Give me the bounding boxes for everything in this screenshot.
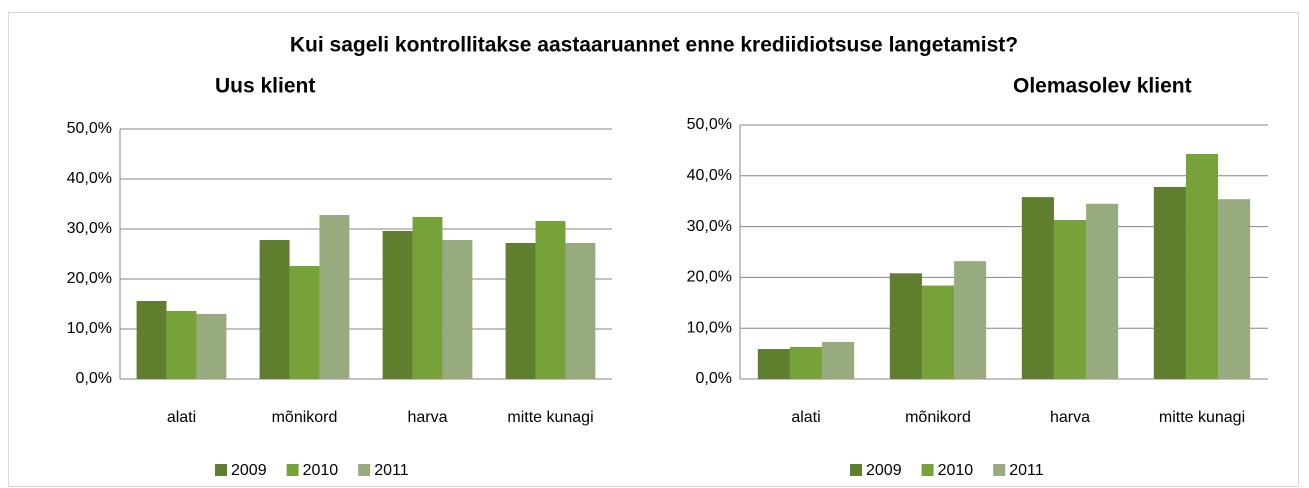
bar bbox=[1086, 203, 1119, 379]
x-tick-label: harva bbox=[1050, 409, 1090, 426]
legend-swatch bbox=[921, 464, 934, 476]
x-tick-label: mõnikord bbox=[272, 409, 338, 426]
x-tick-label: mitte kunagi bbox=[1159, 409, 1245, 426]
y-tick-label: 10,0% bbox=[67, 320, 112, 337]
bar bbox=[757, 349, 790, 379]
x-tick-label: alati bbox=[791, 409, 820, 426]
chart-subtitle: Uus klient bbox=[215, 75, 315, 98]
y-tick-label: 30,0% bbox=[687, 218, 732, 235]
legend-label: 2009 bbox=[866, 462, 902, 479]
bar bbox=[259, 240, 290, 379]
bar bbox=[921, 285, 955, 379]
legend-label: 2011 bbox=[374, 462, 409, 479]
x-tick-label: harva bbox=[407, 409, 447, 426]
bar bbox=[789, 346, 823, 379]
bar bbox=[954, 261, 987, 379]
bar bbox=[382, 231, 413, 379]
y-tick-label: 20,0% bbox=[687, 269, 732, 286]
bar bbox=[1153, 186, 1186, 379]
bar bbox=[889, 273, 922, 379]
legend-swatch bbox=[993, 464, 1006, 476]
x-tick-label: alati bbox=[167, 409, 196, 426]
legend-label: 2010 bbox=[938, 462, 974, 479]
bar bbox=[1185, 153, 1219, 379]
y-tick-label: 20,0% bbox=[67, 270, 112, 287]
bar bbox=[196, 314, 227, 379]
legend-label: 2010 bbox=[303, 462, 339, 479]
legend-swatch bbox=[215, 464, 227, 476]
y-tick-label: 50,0% bbox=[67, 120, 112, 137]
y-tick-label: 0,0% bbox=[696, 370, 732, 387]
bar bbox=[1053, 219, 1087, 379]
y-tick-label: 40,0% bbox=[687, 167, 732, 184]
bar bbox=[289, 266, 320, 379]
y-tick-label: 50,0% bbox=[687, 116, 732, 133]
legend-swatch bbox=[850, 464, 862, 476]
frame bbox=[8, 12, 1299, 487]
legend-swatch bbox=[358, 464, 371, 476]
bar bbox=[166, 311, 197, 379]
y-tick-label: 30,0% bbox=[67, 220, 112, 237]
chart-title: Kui sageli kontrollitakse aastaaruannet … bbox=[290, 34, 1018, 57]
bar bbox=[822, 341, 855, 379]
legend-label: 2009 bbox=[231, 462, 267, 479]
bar bbox=[505, 243, 536, 379]
legend-swatch bbox=[286, 464, 299, 476]
bar bbox=[535, 221, 566, 379]
y-tick-label: 40,0% bbox=[67, 170, 112, 187]
legend-label: 2011 bbox=[1009, 462, 1044, 479]
bar bbox=[1021, 197, 1054, 379]
x-tick-label: mõnikord bbox=[905, 409, 971, 426]
bar bbox=[136, 301, 167, 379]
bar bbox=[442, 240, 473, 379]
bar bbox=[565, 243, 596, 379]
y-tick-label: 10,0% bbox=[687, 319, 732, 336]
bar bbox=[1218, 199, 1251, 379]
bar bbox=[412, 217, 443, 379]
bar bbox=[319, 215, 350, 379]
x-tick-label: mitte kunagi bbox=[507, 409, 593, 426]
y-tick-label: 0,0% bbox=[76, 370, 112, 387]
chart-subtitle: Olemasolev klient bbox=[1013, 75, 1192, 98]
